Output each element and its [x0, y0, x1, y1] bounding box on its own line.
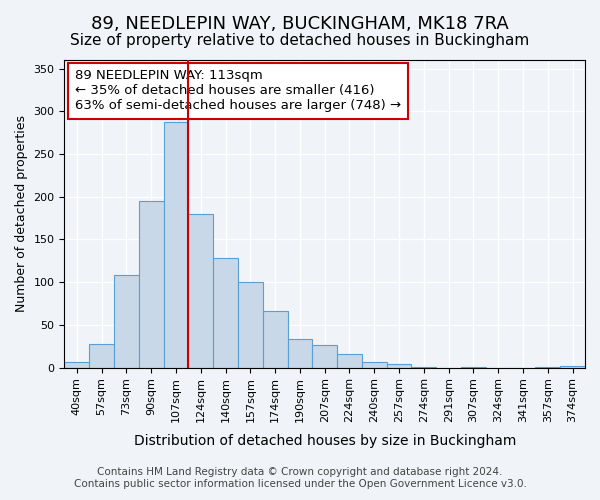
Bar	[188, 214, 213, 368]
Bar	[461, 366, 486, 368]
Bar	[139, 201, 164, 368]
Bar	[164, 122, 188, 368]
Bar	[560, 366, 585, 368]
Bar	[412, 366, 436, 368]
Bar	[64, 362, 89, 368]
Bar	[213, 258, 238, 368]
Text: 89 NEEDLEPIN WAY: 113sqm
← 35% of detached houses are smaller (416)
63% of semi-: 89 NEEDLEPIN WAY: 113sqm ← 35% of detach…	[75, 69, 401, 112]
Bar	[337, 354, 362, 368]
Bar	[386, 364, 412, 368]
Bar	[362, 362, 386, 368]
X-axis label: Distribution of detached houses by size in Buckingham: Distribution of detached houses by size …	[134, 434, 516, 448]
Text: Contains HM Land Registry data © Crown copyright and database right 2024.
Contai: Contains HM Land Registry data © Crown c…	[74, 468, 526, 489]
Bar	[535, 366, 560, 368]
Bar	[89, 344, 114, 367]
Bar	[238, 282, 263, 368]
Text: 89, NEEDLEPIN WAY, BUCKINGHAM, MK18 7RA: 89, NEEDLEPIN WAY, BUCKINGHAM, MK18 7RA	[91, 15, 509, 33]
Bar	[114, 276, 139, 368]
Text: Size of property relative to detached houses in Buckingham: Size of property relative to detached ho…	[70, 32, 530, 48]
Y-axis label: Number of detached properties: Number of detached properties	[15, 116, 28, 312]
Bar	[263, 311, 287, 368]
Bar	[313, 346, 337, 368]
Bar	[287, 340, 313, 367]
